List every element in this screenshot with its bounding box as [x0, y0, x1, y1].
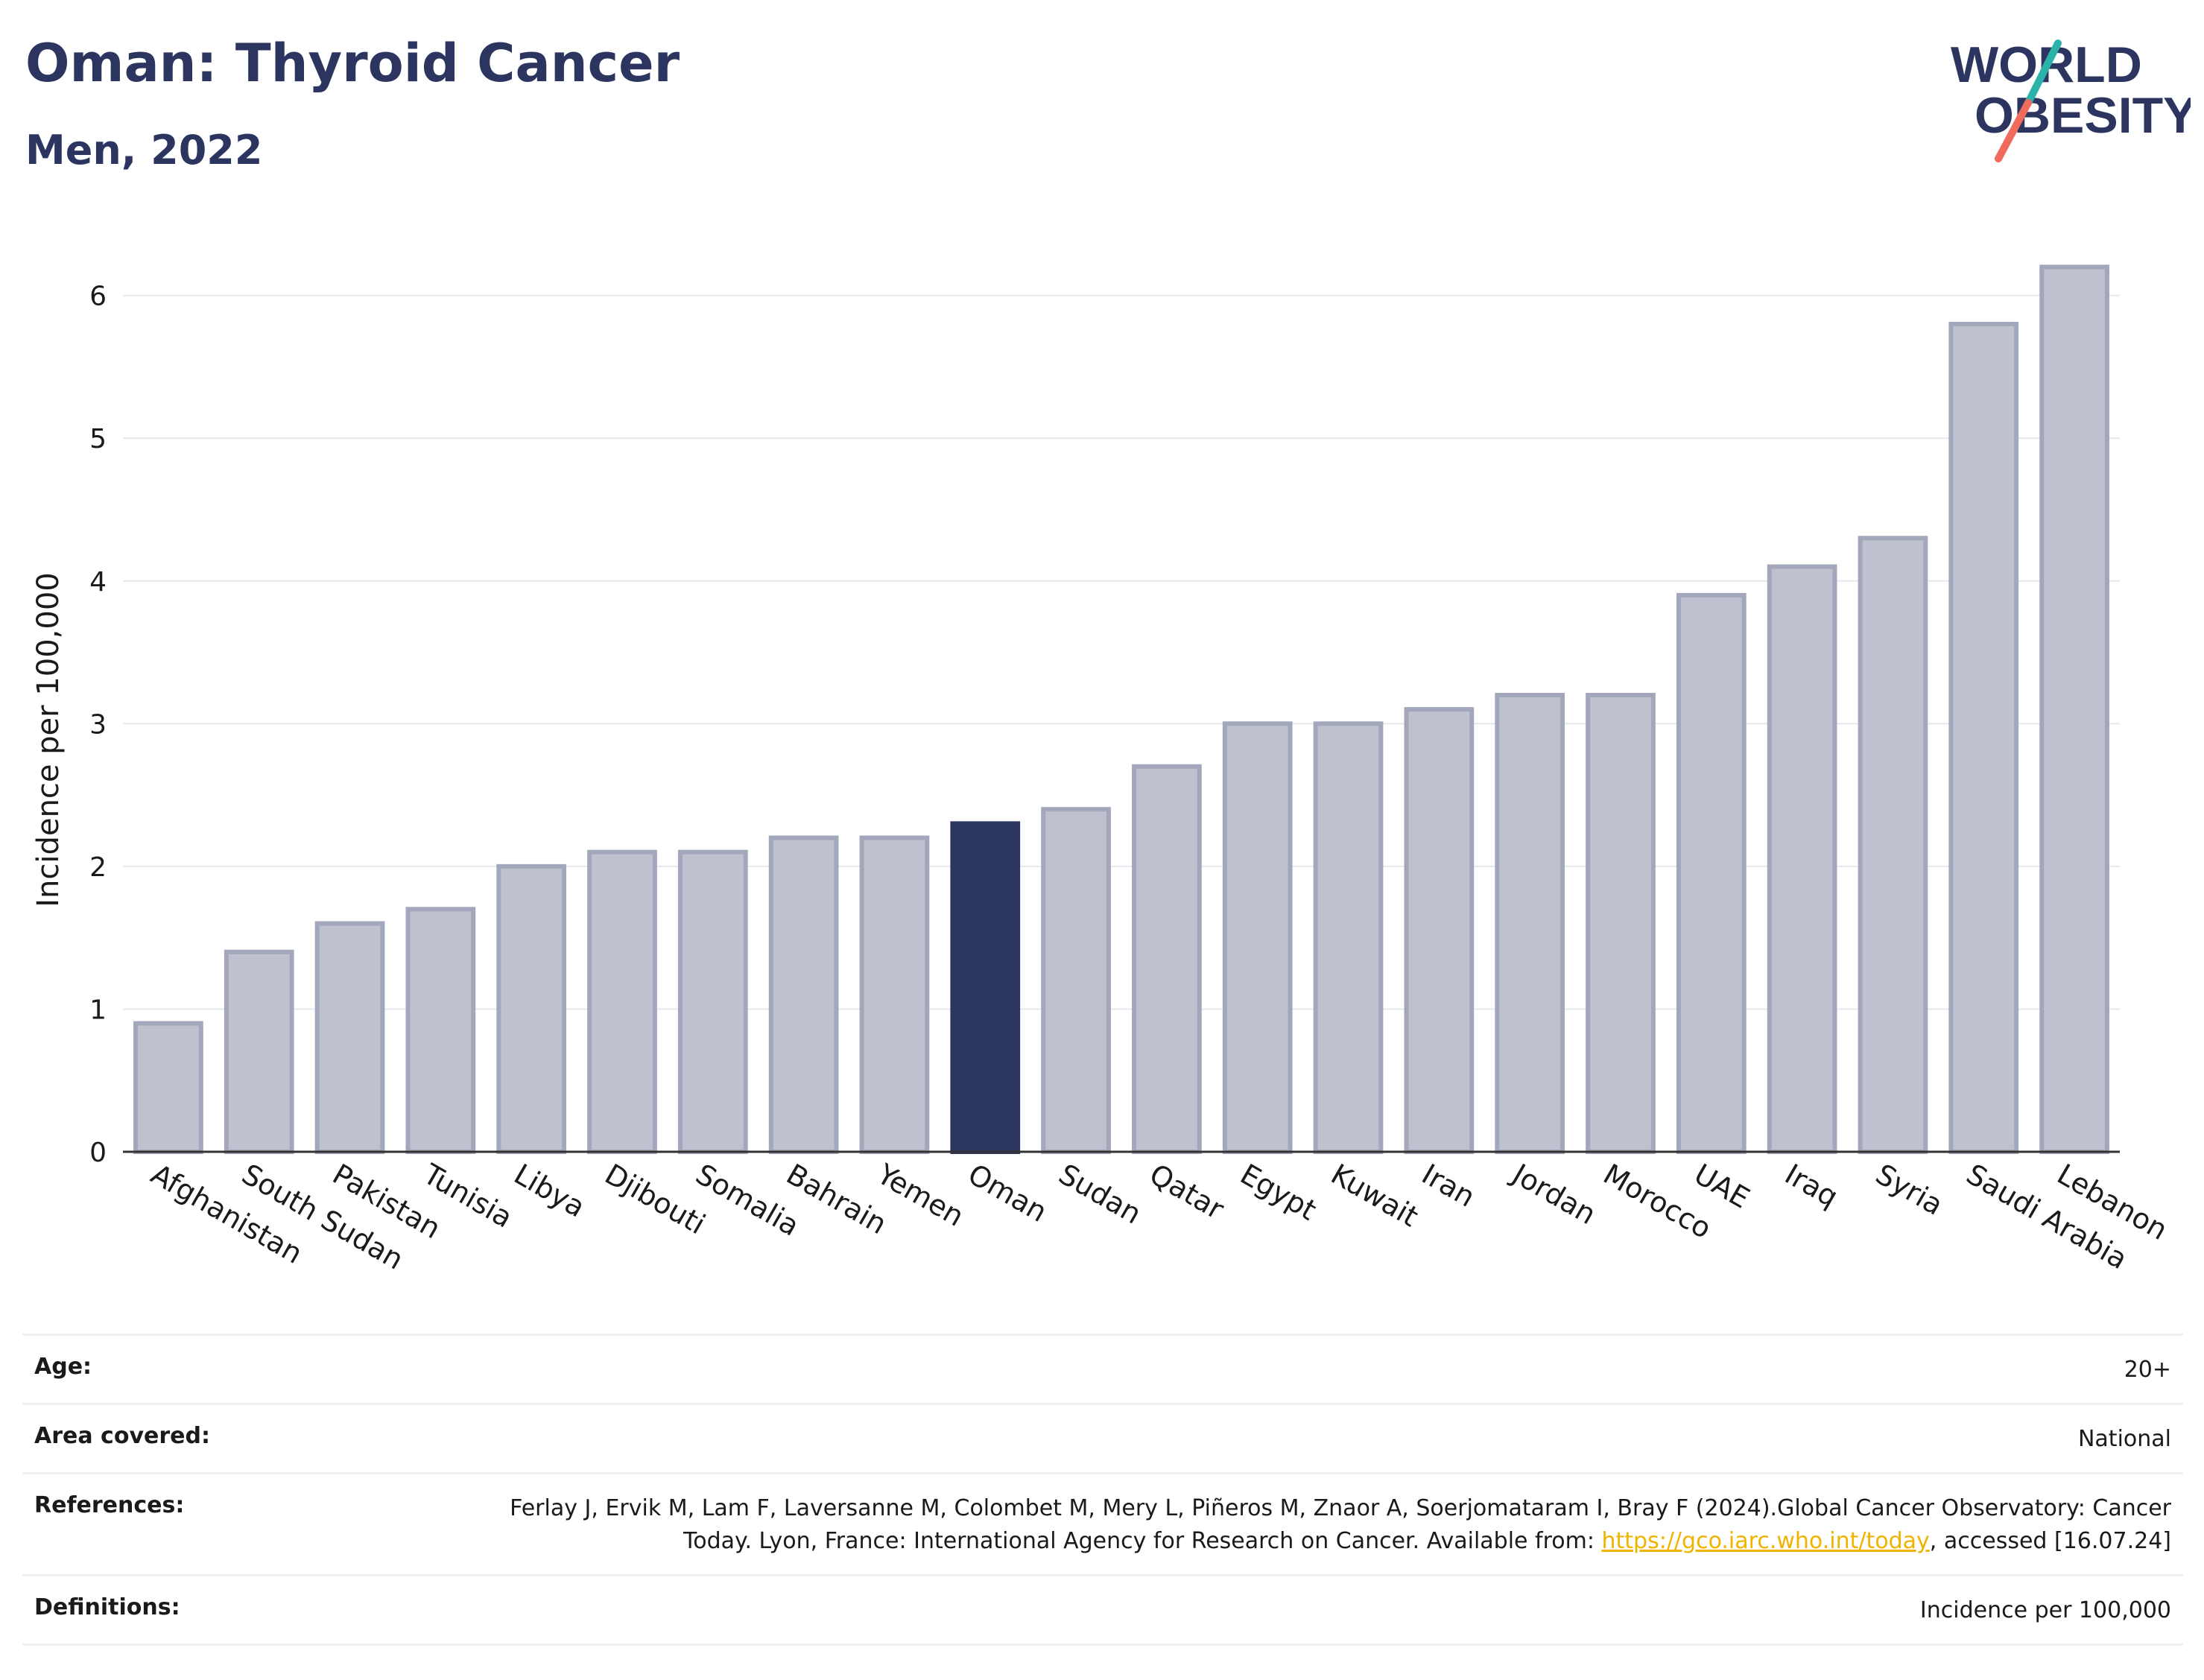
references-value: Ferlay J, Ervik M, Lam F, Laversanne M, … [457, 1492, 2171, 1558]
bar-egypt [1222, 721, 1293, 1154]
bars [133, 264, 2109, 1154]
bar-yemen [859, 835, 930, 1154]
bar-somalia [677, 849, 748, 1154]
bar-lebanon [2039, 264, 2109, 1154]
page-subtitle: Men, 2022 [25, 127, 263, 174]
bar-south-sudan [224, 949, 294, 1154]
x-tick-label: Jordan [1506, 1157, 1601, 1232]
x-tick-label: Sudan [1054, 1158, 1147, 1231]
bar-tunisia [405, 907, 476, 1154]
x-tick-label: Bahrain [781, 1158, 892, 1241]
references-label: References: [34, 1492, 185, 1518]
info-row-references: References: Ferlay J, Ervik M, Lam F, La… [22, 1472, 2183, 1574]
world-obesity-logo: WORLD OBESITY [1951, 37, 2191, 162]
bar-uae [1676, 592, 1747, 1154]
bar-iraq [1767, 564, 1837, 1154]
logo-slash-coral-icon [1995, 99, 2032, 162]
x-tick-label: Egypt [1235, 1158, 1322, 1227]
info-row-definitions: Definitions: Incidence per 100,000 [22, 1574, 2183, 1646]
area-label: Area covered: [34, 1423, 210, 1449]
page-title: Oman: Thyroid Cancer [25, 33, 680, 94]
age-label: Age: [34, 1354, 92, 1380]
bar-pakistan [314, 921, 385, 1154]
bar-morocco [1586, 693, 1656, 1154]
bar-libya [496, 863, 567, 1154]
bar-jordan [1495, 693, 1565, 1154]
info-table: Age: 20+ Area covered: National Referenc… [22, 1334, 2183, 1646]
y-tick-label: 5 [89, 424, 107, 454]
x-tick-label: Iraq [1779, 1158, 1843, 1214]
info-row-area: Area covered: National [22, 1403, 2183, 1472]
bar-sudan [1041, 807, 1111, 1154]
age-value: 20+ [2124, 1357, 2171, 1383]
area-value: National [2077, 1426, 2171, 1452]
y-tick-label: 0 [89, 1138, 107, 1168]
bar-saudi-arabia [1948, 321, 2019, 1154]
bar-qatar [1132, 764, 1202, 1154]
references-accessed: , accessed [16.07.24] [1929, 1528, 2171, 1554]
y-axis-ticks: 0 1 2 3 4 5 6 [89, 282, 107, 1168]
logo-slash-teal-icon [2024, 39, 2062, 107]
bar-syria [1858, 536, 1928, 1154]
y-axis-label: Incidence per 100,000 [31, 572, 66, 907]
x-tick-label: Qatar [1144, 1158, 1229, 1226]
x-tick-label: Somalia [690, 1158, 805, 1243]
x-tick-label: Libya [509, 1158, 591, 1224]
y-tick-label: 2 [89, 852, 107, 883]
x-tick-label: Syria [1870, 1158, 1948, 1222]
bar-kuwait [1313, 721, 1384, 1154]
bar-djibouti [587, 849, 657, 1154]
bar-oman [950, 821, 1021, 1154]
references-link[interactable]: https://gco.iarc.who.int/today [1601, 1528, 1930, 1554]
y-tick-label: 6 [89, 282, 107, 312]
x-tick-label: Oman [963, 1158, 1053, 1229]
x-tick-label: Iran [1416, 1158, 1481, 1214]
y-tick-label: 4 [89, 567, 107, 597]
y-tick-label: 1 [89, 995, 107, 1025]
y-tick-label: 3 [89, 709, 107, 740]
bar-iran [1404, 707, 1475, 1154]
x-tick-label: Afghanistan [145, 1158, 308, 1270]
info-row-age: Age: 20+ [22, 1334, 2183, 1403]
x-tick-label: Djibouti [600, 1158, 712, 1241]
x-tick-label: Kuwait [1326, 1158, 1424, 1234]
bar-afghanistan [133, 1021, 203, 1154]
bar-bahrain [768, 835, 839, 1154]
definitions-value: Incidence per 100,000 [1919, 1597, 2171, 1623]
references-text: Ferlay J, Ervik M, Lam F, Laversanne M, … [510, 1495, 2171, 1554]
definitions-label: Definitions: [34, 1594, 180, 1620]
